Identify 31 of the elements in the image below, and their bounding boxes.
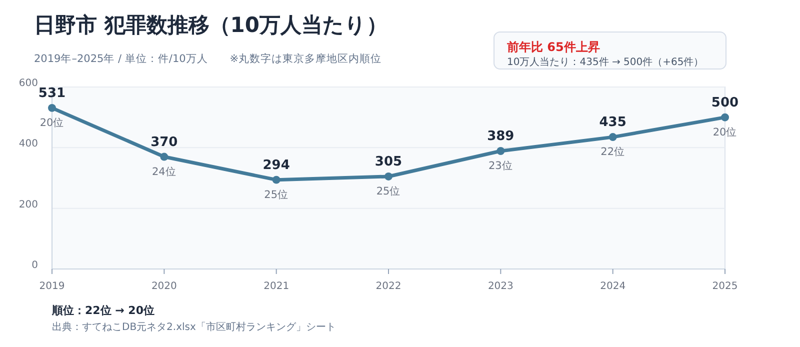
- x-tick-label: 2023: [488, 281, 514, 292]
- text: 順位：22位 → 20位: [51, 304, 154, 317]
- data-label: 435: [599, 115, 626, 130]
- text: 10万人当たり：435件 → 500件（+65件）: [507, 56, 704, 68]
- y-tick-label: 200: [18, 199, 38, 210]
- data-label: 389: [487, 129, 514, 144]
- x-tick-label: 2021: [264, 281, 290, 292]
- annotation: 20位: [40, 116, 64, 129]
- text: 前年比 65件上昇: [506, 40, 600, 54]
- chart-title: 日野市 犯罪数推移（10万人当たり）: [34, 13, 388, 37]
- chart-subtitle: 2019年–2025年 / 単位：件/10万人 ※丸数字は東京多摩地区内順位: [34, 52, 382, 65]
- x-tick-label: 2020: [151, 281, 177, 292]
- source-note: 出典：すてねこDB元ネタ2.xlsx「市区町村ランキング」シート: [52, 321, 336, 333]
- annotation: 22位: [600, 146, 626, 158]
- x-tick-label: 2024: [600, 281, 626, 292]
- data-label: 305: [374, 154, 402, 170]
- annotation: 25位: [376, 185, 401, 198]
- y-tick-label: 400: [18, 138, 38, 150]
- annotation: 25位: [264, 188, 289, 201]
- y-tick-label: 600: [18, 78, 38, 89]
- data-label: 370: [150, 134, 178, 150]
- x-tick-label: 2025: [712, 281, 738, 292]
- annotation: 23位: [488, 160, 513, 172]
- data-label: 531: [38, 86, 66, 101]
- x-tick-label: 2019: [39, 281, 65, 292]
- x-tick-label: 2022: [376, 281, 402, 292]
- data-label: 294: [262, 158, 290, 173]
- y-tick-label: 0: [32, 260, 38, 271]
- data-label: 500: [711, 95, 739, 110]
- annotation: 24位: [152, 166, 176, 178]
- annotation: 20位: [712, 126, 738, 138]
